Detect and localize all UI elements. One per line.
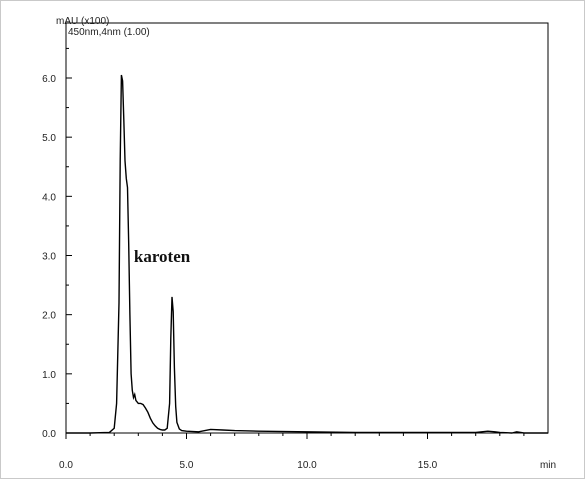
x-axis-ticks: 0.0 5.0 10.0 15.0 (59, 433, 525, 471)
y-tick-label: 2.0 (42, 311, 56, 322)
chromatogram-trace (66, 74, 548, 434)
x-tick-label: 0.0 (59, 460, 73, 471)
x-axis-label: min (540, 460, 556, 471)
y-tick-label: 4.0 (42, 192, 56, 203)
y-unit-label: mAU (x100) (56, 16, 109, 27)
plot-area (65, 22, 549, 434)
y-tick-label: 1.0 (42, 370, 56, 381)
peak-annotation-karoten: karoten (134, 247, 191, 266)
y-tick-label: 5.0 (42, 133, 56, 144)
x-tick-label: 15.0 (418, 460, 438, 471)
x-tick-label: 10.0 (297, 460, 317, 471)
y-tick-label: 3.0 (42, 252, 56, 263)
y-tick-label: 6.0 (42, 74, 56, 85)
y-tick-label: 0.0 (42, 429, 56, 440)
detector-label: 450nm,4nm (1.00) (68, 27, 150, 38)
x-tick-label: 5.0 (180, 460, 194, 471)
